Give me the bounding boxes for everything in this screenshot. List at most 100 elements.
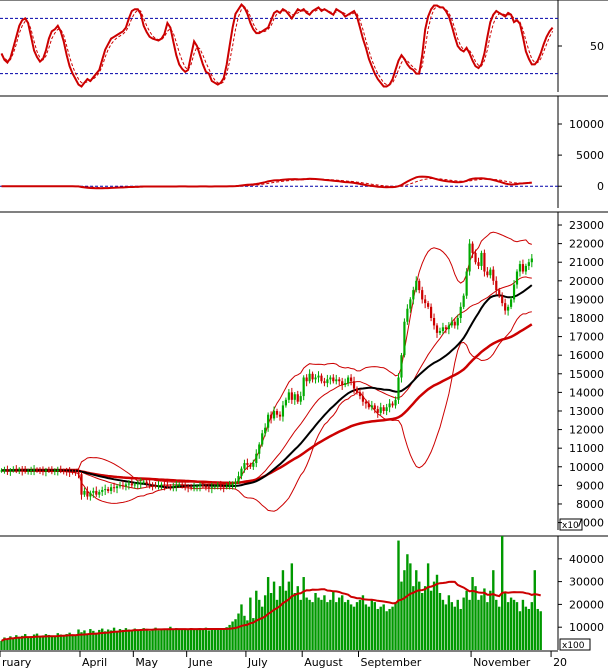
volume-bar <box>412 586 415 650</box>
candle-body <box>358 392 362 397</box>
volume-bar <box>376 608 379 650</box>
candle-body <box>163 484 166 486</box>
volume-bar <box>423 586 427 650</box>
volume-bar <box>23 634 27 650</box>
candle-body <box>524 265 527 272</box>
price-y-tick-label: 20000 <box>569 275 604 288</box>
volume-bar <box>210 629 214 650</box>
volume-bar <box>32 634 36 650</box>
x-tick-label: July <box>247 656 268 669</box>
volume-bar <box>56 633 59 650</box>
volume-bar <box>225 627 228 650</box>
price-y-tick-label: 9000 <box>576 479 604 492</box>
volume-bar <box>213 628 217 650</box>
volume-bar <box>71 634 74 650</box>
candle-body <box>27 470 30 472</box>
volume-bar <box>118 629 122 650</box>
candle-body <box>210 487 213 489</box>
candle-body <box>65 471 68 473</box>
price-y-tick-label: 15000 <box>569 368 604 381</box>
ma-black-line <box>1 284 533 489</box>
volume-bar <box>326 602 329 650</box>
volume-bar <box>388 608 391 650</box>
candle-body <box>444 327 447 330</box>
candle-body <box>3 470 6 472</box>
candle-body <box>406 308 409 322</box>
volume-bar <box>343 602 347 650</box>
volume-bar <box>515 602 519 650</box>
volume-bar <box>9 636 12 650</box>
candle-body <box>379 407 382 413</box>
candle-body <box>332 377 335 382</box>
candle-body <box>409 299 412 309</box>
x-tick-label: June <box>188 656 213 669</box>
candle-body <box>118 485 122 487</box>
volume-bar <box>299 599 302 650</box>
candle-body <box>486 271 489 276</box>
volume-bar <box>418 581 421 650</box>
candle-body <box>492 269 495 281</box>
candle-body <box>240 468 243 477</box>
candle-body <box>509 299 513 307</box>
volume-bar <box>314 593 317 650</box>
candle-body <box>376 409 379 413</box>
volume-bar <box>480 595 483 650</box>
volume-y-tick-label: 30000 <box>569 576 604 589</box>
volume-bar <box>521 599 525 650</box>
candle-body <box>44 470 48 472</box>
candle-body <box>326 379 329 384</box>
candle-body <box>308 373 311 382</box>
volume-bar <box>106 629 110 650</box>
candle-body <box>124 484 128 487</box>
volume-bar <box>400 581 403 650</box>
volume-bar <box>450 602 454 650</box>
candle-body <box>391 403 394 406</box>
candle-body <box>62 470 65 472</box>
candle-body <box>9 470 12 472</box>
candle-body <box>489 269 492 276</box>
candle-body <box>320 375 323 382</box>
candle-body <box>480 252 483 266</box>
candle-body <box>435 325 439 333</box>
volume-bar <box>142 628 145 650</box>
volume-bar <box>198 628 202 650</box>
price-multiplier-box <box>559 518 583 531</box>
candle-body <box>429 306 433 318</box>
volume-bar <box>492 570 495 650</box>
x-tick-label: ruary <box>2 656 32 669</box>
candle-body <box>12 469 15 471</box>
volume-bar <box>38 636 42 650</box>
candle-body <box>41 470 45 472</box>
candle-body <box>527 262 530 266</box>
volume-bar <box>148 630 151 650</box>
candle-body <box>338 379 341 382</box>
candle-body <box>453 321 456 326</box>
volume-bar <box>53 635 57 650</box>
volume-bar <box>0 640 3 650</box>
volume-bar <box>136 629 139 650</box>
volume-bar <box>435 574 439 650</box>
candle-body <box>130 483 133 486</box>
volume-bar <box>95 632 98 650</box>
candle-body <box>474 252 477 263</box>
candle-body <box>18 469 21 471</box>
candle-body <box>189 487 193 489</box>
volume-bar <box>409 563 412 650</box>
volume-bar <box>98 629 101 650</box>
volume-multiplier-label: x100 <box>562 641 585 651</box>
volume-bar <box>358 599 362 650</box>
volume-bar <box>181 628 184 650</box>
price-y-tick-label: 23000 <box>569 219 604 232</box>
candle-body <box>6 470 9 472</box>
candle-body <box>187 486 190 488</box>
volume-bar <box>293 593 296 650</box>
candle-body <box>361 396 365 402</box>
stochastic-panel: 50 <box>0 0 608 92</box>
candle-body <box>512 284 516 300</box>
volume-bar <box>269 593 273 650</box>
candle-body <box>237 476 240 482</box>
candle-body <box>261 433 264 445</box>
volume-bar <box>192 629 196 650</box>
volume-bar <box>231 621 234 650</box>
candle-body <box>142 481 145 483</box>
